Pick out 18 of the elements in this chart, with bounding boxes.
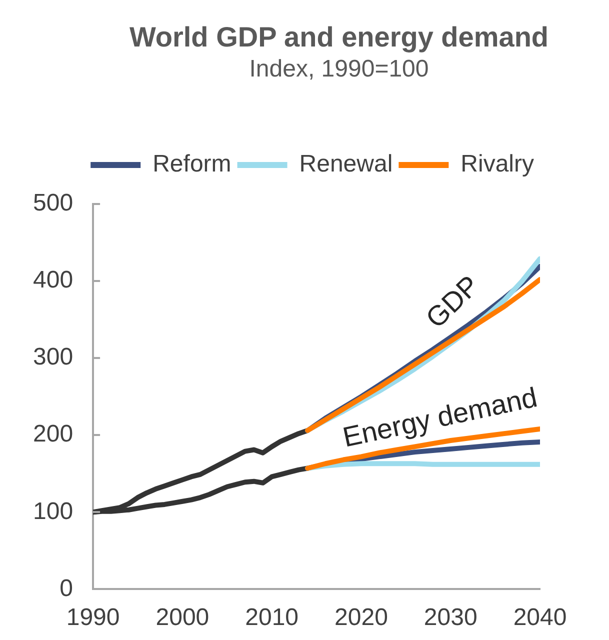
x-tick-label: 2000 (156, 604, 210, 632)
legend-label: Reform (152, 150, 232, 178)
x-tick-label: 2040 (513, 604, 567, 632)
y-tick-label: 300 (32, 344, 74, 371)
legend-label: Rivalry (460, 150, 534, 178)
x-tick-label: 1990 (66, 604, 120, 632)
y-tick-label: 200 (32, 420, 74, 448)
y-tick-label: 0 (60, 574, 74, 602)
x-tick-label: 2010 (245, 604, 299, 632)
chart-title: World GDP and energy demand (129, 22, 549, 53)
y-tick-label: 500 (32, 190, 74, 217)
y-tick-label: 400 (32, 266, 74, 294)
x-tick-label: 2030 (424, 604, 478, 632)
annotation: Energy demand (340, 382, 540, 453)
chart-subtitle: Index, 1990=100 (249, 56, 429, 83)
legend-label: Renewal (299, 150, 393, 178)
y-tick-label: 100 (32, 498, 74, 525)
x-tick-label: 2020 (334, 604, 388, 632)
